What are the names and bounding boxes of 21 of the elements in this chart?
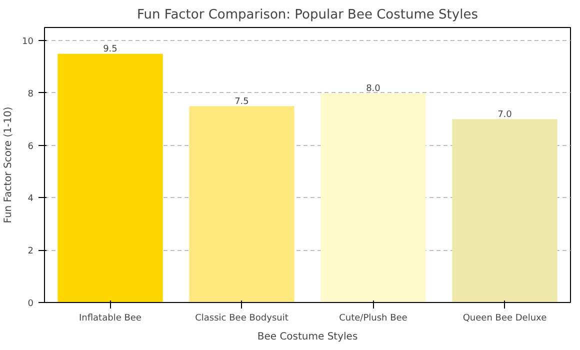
y-tick-label: 4 bbox=[28, 194, 34, 204]
y-tick-label: 0 bbox=[28, 299, 34, 309]
x-axis-title: Bee Costume Styles bbox=[257, 332, 358, 342]
x-tick-label: Cute/Plush Bee bbox=[339, 314, 408, 324]
bar bbox=[189, 106, 294, 302]
x-tick-label: Queen Bee Deluxe bbox=[462, 314, 548, 324]
x-tick-label: Inflatable Bee bbox=[79, 314, 142, 324]
data-label: 7.5 bbox=[234, 97, 249, 108]
chart-title: Fun Factor Comparison: Popular Bee Costume Styles bbox=[137, 8, 478, 22]
y-tick-label: 6 bbox=[28, 142, 34, 152]
y-axis-title: Fun Factor Score (1-10) bbox=[3, 106, 14, 224]
bar bbox=[58, 54, 163, 302]
x-tick-label: Classic Bee Bodysuit bbox=[195, 314, 289, 324]
data-label: 8.0 bbox=[366, 84, 381, 94]
bar bbox=[320, 92, 426, 302]
data-label: 9.5 bbox=[103, 44, 118, 55]
y-tick-label: 2 bbox=[28, 246, 34, 257]
bar bbox=[452, 119, 558, 302]
y-tick-label: 10 bbox=[22, 37, 34, 48]
data-label: 7.0 bbox=[498, 110, 512, 120]
y-tick-label: 8 bbox=[28, 89, 34, 100]
